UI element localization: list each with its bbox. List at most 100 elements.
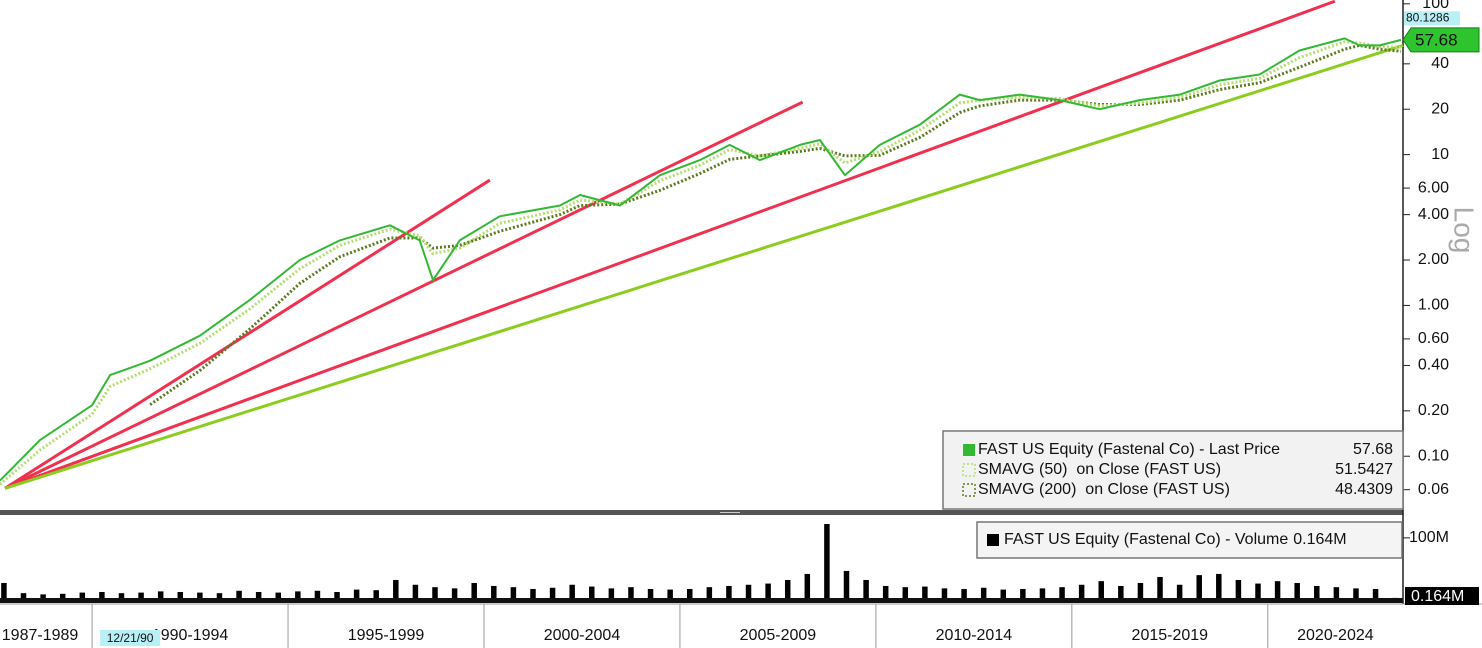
- volume-bar: [197, 592, 203, 598]
- volume-bar: [1039, 588, 1046, 598]
- volume-bar: [118, 593, 125, 598]
- volume-bar: [20, 593, 27, 598]
- volume-bar: [79, 592, 86, 598]
- volume-bar: [1235, 579, 1242, 598]
- volume-bar: [902, 587, 909, 598]
- volume-bar: [491, 585, 497, 598]
- panel-divider: [0, 510, 1403, 515]
- volume-bar: [1333, 587, 1340, 598]
- legend-value: 48.4309: [1335, 481, 1393, 498]
- volume-bar: [1020, 588, 1026, 598]
- legend-value: 57.68: [1353, 441, 1393, 458]
- volume-bar: [843, 570, 850, 598]
- volume-bar: [373, 590, 379, 598]
- legend-swatch: [962, 483, 976, 497]
- last-price-label: 57.68: [1415, 30, 1458, 49]
- volume-bar: [99, 591, 105, 598]
- volume-bar: [706, 587, 713, 598]
- legend-swatch: [962, 463, 976, 477]
- volume-bar: [922, 586, 928, 598]
- volume-bar: [667, 589, 673, 598]
- last-volume-label: 0.164M: [1411, 588, 1464, 605]
- volume-bar: [1176, 584, 1183, 598]
- volume-bar: [1314, 585, 1320, 598]
- volume-bar: [569, 584, 575, 598]
- y-tick-label: 0.60: [1418, 330, 1449, 347]
- legend-name: FAST US Equity (Fastenal Co) - Volume: [1004, 531, 1288, 548]
- volume-bar: [216, 593, 223, 598]
- volume-bar: [726, 585, 732, 598]
- sma-line: [0, 40, 1402, 486]
- last-price-tag: [1402, 27, 1480, 53]
- legend-label: SMAVG (200) on Close (FAST US): [978, 481, 1230, 498]
- x-tick-label: 1995-1999: [348, 627, 425, 644]
- y-tick-label: 100: [1422, 0, 1449, 12]
- volume-bar: [1078, 584, 1085, 598]
- y-tick-label: 0.20: [1418, 402, 1449, 419]
- volume-bar: [686, 588, 693, 598]
- volume-bar: [1098, 581, 1104, 598]
- volume-bar: [393, 579, 399, 598]
- volume-bar: [1274, 581, 1281, 598]
- volume-bar: [941, 588, 948, 598]
- volume-bar: [412, 584, 419, 598]
- legend-box: [976, 521, 1403, 559]
- x-tick-label: 2015-2019: [1132, 627, 1209, 644]
- trend-line: [4, 100, 804, 490]
- volume-bar: [1216, 573, 1222, 598]
- last-volume-tag: [1405, 587, 1479, 605]
- price-tag-label: 80.1286: [1406, 10, 1450, 24]
- date-marker: [100, 630, 161, 646]
- volume-bar: [255, 591, 262, 598]
- volume-bar: [353, 589, 360, 598]
- volume-bar: [1118, 585, 1124, 598]
- y-tick-label: 40: [1431, 55, 1449, 72]
- volume-bar: [980, 587, 987, 598]
- volume-bar: [1196, 575, 1202, 598]
- volume-bar: [1255, 583, 1261, 598]
- volume-bar: [432, 587, 438, 598]
- volume-bar: [882, 585, 889, 598]
- volume-bar: [1157, 576, 1163, 598]
- volume-bar: [765, 583, 771, 598]
- legend-label: FAST US Equity (Fastenal Co) - Last Pric…: [978, 441, 1280, 458]
- volume-bar: [334, 591, 340, 598]
- x-tick-label: 2000-2004: [544, 627, 621, 644]
- volume-bar: [451, 588, 458, 598]
- volume-bar: [549, 587, 556, 598]
- volume-bar: [530, 588, 536, 598]
- legend-label: FAST US Equity (Fastenal Co) - Volume 0.1…: [1004, 531, 1347, 548]
- volume-bar: [784, 579, 791, 598]
- volume-baseline: [0, 598, 1403, 603]
- y-tick-label: 0.10: [1418, 447, 1449, 464]
- volume-bar: [471, 582, 477, 598]
- legend-swatch: [963, 444, 975, 456]
- volume-bar: [275, 592, 281, 598]
- x-tick-label: 2005-2009: [740, 627, 817, 644]
- y-tick-label: 100M: [1409, 529, 1449, 546]
- volume-bar: [589, 586, 595, 598]
- date-marker-label: 12/21/90: [107, 631, 154, 645]
- legend-box: [942, 430, 1404, 510]
- x-tick-label: 1987-1989: [2, 627, 79, 644]
- volume-bar: [1372, 588, 1379, 598]
- volume-bar: [1000, 589, 1007, 598]
- volume-bar: [1, 582, 7, 598]
- volume-bar: [177, 591, 184, 598]
- volume-bar: [647, 588, 654, 598]
- legend-value: 0.164M: [1293, 531, 1346, 548]
- volume-bar: [510, 587, 517, 598]
- volume-bar: [863, 579, 869, 598]
- volume-bar: [59, 593, 66, 598]
- volume-bar: [961, 588, 967, 598]
- x-tick-label: 1990-1994: [152, 627, 229, 644]
- legend-value: 51.5427: [1335, 461, 1393, 478]
- y-tick-label: 6.00: [1418, 179, 1449, 196]
- legend-swatch: [987, 534, 999, 546]
- volume-bar: [1294, 582, 1300, 598]
- trend-line: [4, 43, 1404, 490]
- volume-bar: [236, 590, 242, 598]
- trend-line: [4, 0, 1336, 490]
